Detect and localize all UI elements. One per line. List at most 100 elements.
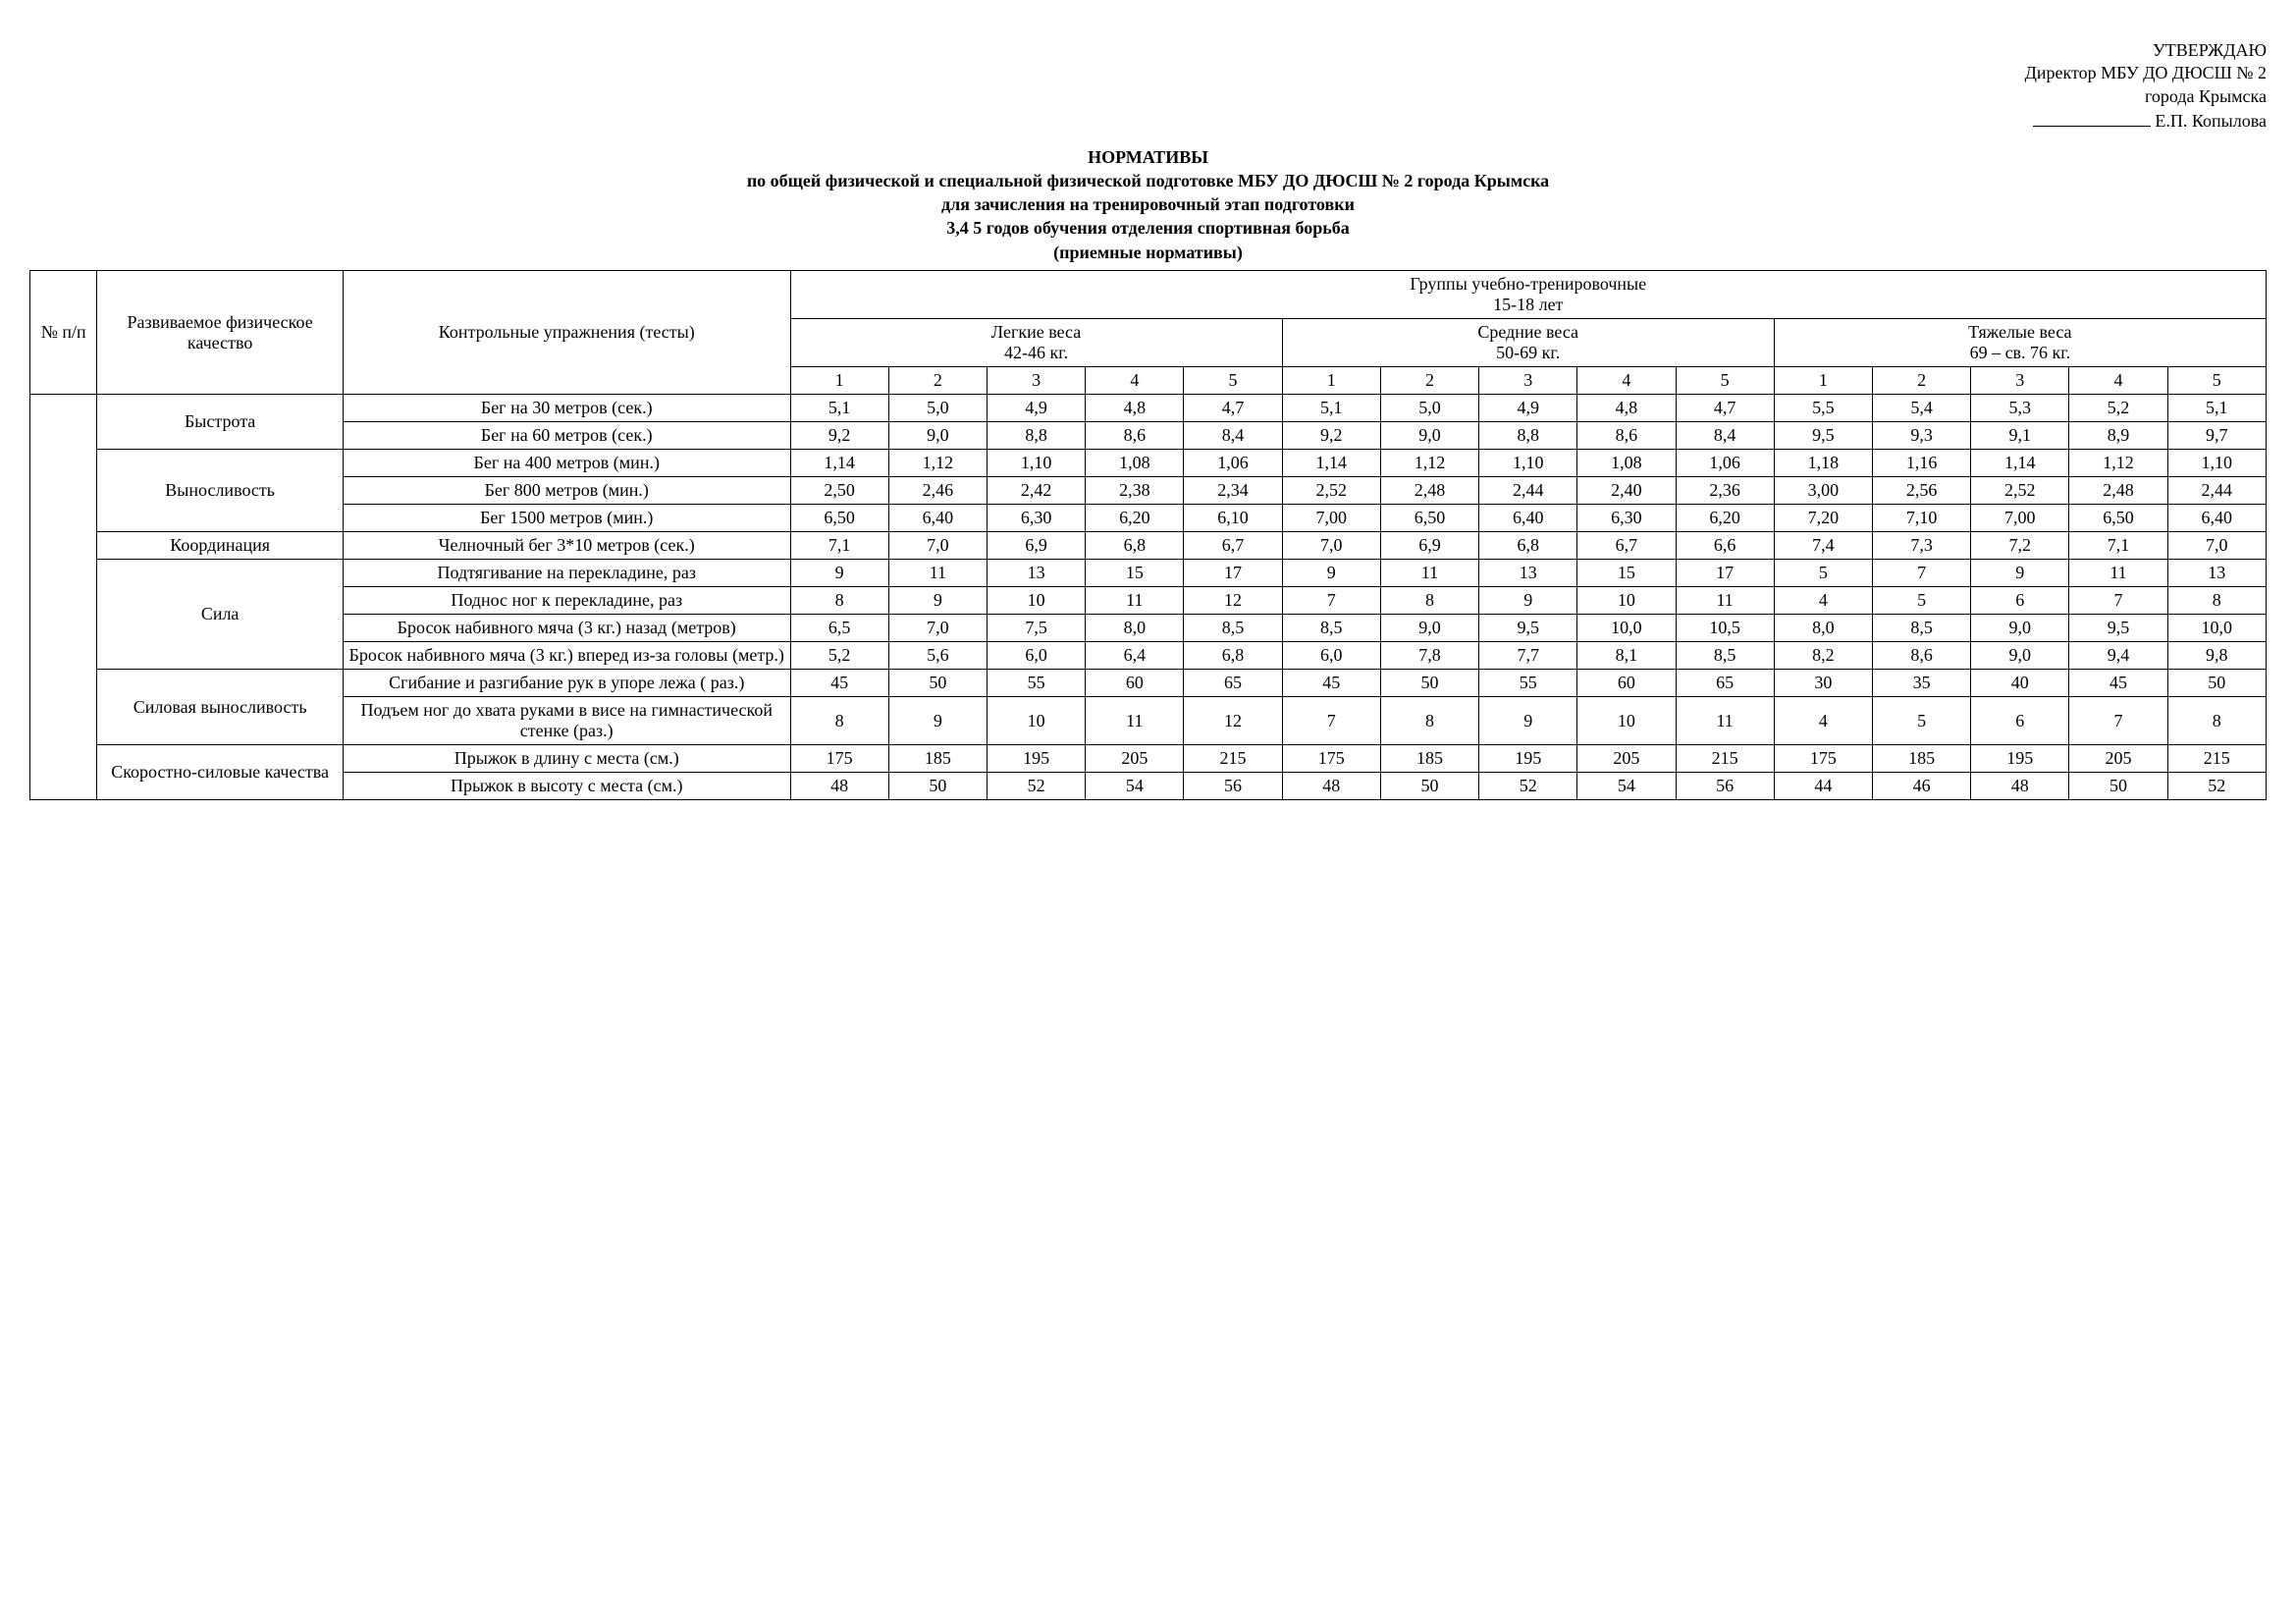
value-cell: 9,0 xyxy=(1380,422,1478,450)
value-cell: 9 xyxy=(888,587,987,615)
value-cell: 4,8 xyxy=(1577,395,1676,422)
value-cell: 50 xyxy=(1380,670,1478,697)
value-cell: 7,10 xyxy=(1872,505,1970,532)
value-cell: 4,9 xyxy=(987,395,1085,422)
value-cell: 215 xyxy=(1676,745,1774,773)
value-cell: 17 xyxy=(1676,560,1774,587)
value-cell: 8,0 xyxy=(1086,615,1184,642)
value-cell: 9,3 xyxy=(1872,422,1970,450)
table-row: Силовая выносливостьСгибание и разгибани… xyxy=(30,670,2267,697)
test-cell: Подтягивание на перекладине, раз xyxy=(343,560,790,587)
quality-cell: Силовая выносливость xyxy=(97,670,344,745)
value-cell: 13 xyxy=(1479,560,1577,587)
value-cell: 175 xyxy=(1282,745,1380,773)
signature-line xyxy=(2033,108,2151,127)
th-l4: 4 xyxy=(1086,367,1184,395)
value-cell: 9,0 xyxy=(1380,615,1478,642)
value-cell: 2,46 xyxy=(888,477,987,505)
value-cell: 1,14 xyxy=(1282,450,1380,477)
value-cell: 8,9 xyxy=(2069,422,2167,450)
approval-name: Е.П. Копылова xyxy=(2155,111,2267,131)
value-cell: 5 xyxy=(1872,587,1970,615)
table-row: КоординацияЧелночный бег 3*10 метров (се… xyxy=(30,532,2267,560)
value-cell: 9,4 xyxy=(2069,642,2167,670)
th-h1: 1 xyxy=(1774,367,1872,395)
table-row: Бег 1500 метров (мин.)6,506,406,306,206,… xyxy=(30,505,2267,532)
np-cell xyxy=(30,395,97,800)
value-cell: 65 xyxy=(1676,670,1774,697)
value-cell: 54 xyxy=(1577,773,1676,800)
th-h3: 3 xyxy=(1971,367,2069,395)
value-cell: 7,8 xyxy=(1380,642,1478,670)
value-cell: 1,18 xyxy=(1774,450,1872,477)
test-cell: Бросок набивного мяча (3 кг.) вперед из-… xyxy=(343,642,790,670)
value-cell: 9,7 xyxy=(2167,422,2266,450)
approval-confirm: УТВЕРЖДАЮ xyxy=(29,39,2267,62)
value-cell: 195 xyxy=(1971,745,2069,773)
th-w1-title: Легкие веса xyxy=(991,322,1081,342)
value-cell: 8,0 xyxy=(1774,615,1872,642)
value-cell: 9,5 xyxy=(1479,615,1577,642)
table-row: Подъем ног до хвата руками в висе на гим… xyxy=(30,697,2267,745)
value-cell: 4,9 xyxy=(1479,395,1577,422)
th-w1: Легкие веса 42-46 кг. xyxy=(790,319,1282,367)
value-cell: 6,40 xyxy=(1479,505,1577,532)
value-cell: 9 xyxy=(790,560,888,587)
value-cell: 1,16 xyxy=(1872,450,1970,477)
value-cell: 11 xyxy=(1676,697,1774,745)
value-cell: 1,06 xyxy=(1676,450,1774,477)
value-cell: 8,5 xyxy=(1282,615,1380,642)
value-cell: 55 xyxy=(1479,670,1577,697)
value-cell: 15 xyxy=(1086,560,1184,587)
value-cell: 6,6 xyxy=(1676,532,1774,560)
value-cell: 1,08 xyxy=(1086,450,1184,477)
value-cell: 7,1 xyxy=(790,532,888,560)
table-row: ВыносливостьБег на 400 метров (мин.)1,14… xyxy=(30,450,2267,477)
value-cell: 205 xyxy=(1577,745,1676,773)
value-cell: 56 xyxy=(1184,773,1282,800)
value-cell: 35 xyxy=(1872,670,1970,697)
value-cell: 185 xyxy=(1872,745,1970,773)
value-cell: 1,12 xyxy=(2069,450,2167,477)
value-cell: 54 xyxy=(1086,773,1184,800)
value-cell: 2,56 xyxy=(1872,477,1970,505)
value-cell: 6,0 xyxy=(1282,642,1380,670)
value-cell: 5,6 xyxy=(888,642,987,670)
value-cell: 1,08 xyxy=(1577,450,1676,477)
value-cell: 11 xyxy=(1380,560,1478,587)
value-cell: 5,5 xyxy=(1774,395,1872,422)
th-m1: 1 xyxy=(1282,367,1380,395)
value-cell: 6,8 xyxy=(1184,642,1282,670)
value-cell: 8,4 xyxy=(1676,422,1774,450)
test-cell: Поднос ног к перекладине, раз xyxy=(343,587,790,615)
table-row: Бросок набивного мяча (3 кг.) вперед из-… xyxy=(30,642,2267,670)
th-l1: 1 xyxy=(790,367,888,395)
value-cell: 4,7 xyxy=(1676,395,1774,422)
value-cell: 2,52 xyxy=(1282,477,1380,505)
value-cell: 6,4 xyxy=(1086,642,1184,670)
value-cell: 50 xyxy=(1380,773,1478,800)
quality-cell: Координация xyxy=(97,532,344,560)
value-cell: 50 xyxy=(2069,773,2167,800)
value-cell: 5,3 xyxy=(1971,395,2069,422)
value-cell: 11 xyxy=(1086,697,1184,745)
value-cell: 52 xyxy=(987,773,1085,800)
value-cell: 44 xyxy=(1774,773,1872,800)
value-cell: 11 xyxy=(888,560,987,587)
value-cell: 52 xyxy=(2167,773,2266,800)
value-cell: 6 xyxy=(1971,587,2069,615)
value-cell: 4,8 xyxy=(1086,395,1184,422)
value-cell: 12 xyxy=(1184,587,1282,615)
value-cell: 6,50 xyxy=(1380,505,1478,532)
th-age: 15-18 лет xyxy=(1493,295,1563,314)
value-cell: 9 xyxy=(888,697,987,745)
value-cell: 2,48 xyxy=(1380,477,1478,505)
value-cell: 6,10 xyxy=(1184,505,1282,532)
table-row: Поднос ног к перекладине, раз89101112789… xyxy=(30,587,2267,615)
value-cell: 205 xyxy=(2069,745,2167,773)
value-cell: 2,34 xyxy=(1184,477,1282,505)
value-cell: 10 xyxy=(987,697,1085,745)
th-h4: 4 xyxy=(2069,367,2167,395)
value-cell: 50 xyxy=(888,670,987,697)
value-cell: 7,1 xyxy=(2069,532,2167,560)
